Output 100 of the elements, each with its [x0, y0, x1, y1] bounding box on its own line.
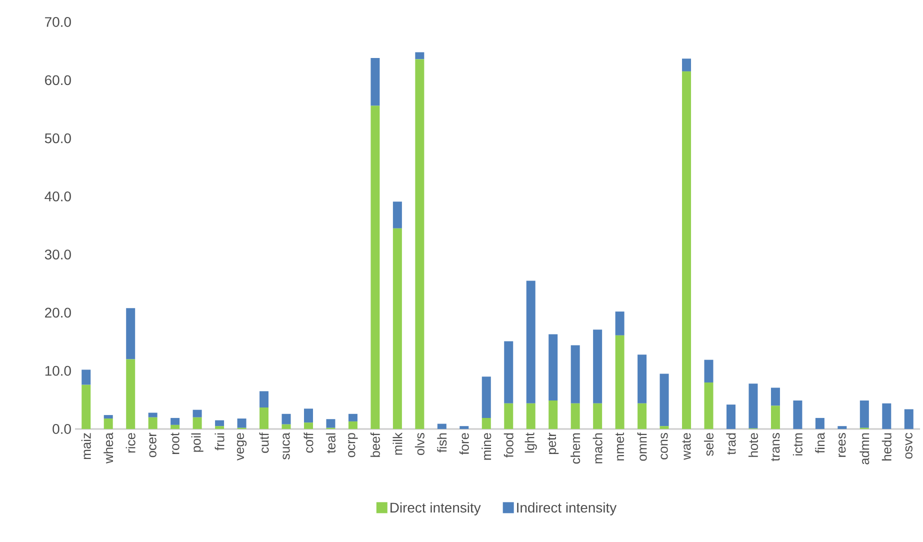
bar: [304, 422, 313, 429]
bar: [370, 58, 380, 106]
x-tick-label: cons: [660, 432, 668, 460]
bar: [104, 415, 113, 419]
bar: [460, 426, 469, 429]
bar: [392, 228, 402, 429]
x-tick-label: hedu: [882, 433, 892, 460]
x-tick-label: chem: [570, 433, 580, 464]
bar: [82, 370, 91, 385]
x-tick-label: coff: [304, 432, 314, 453]
bar: [482, 376, 491, 418]
bar: [170, 424, 180, 429]
y-tick-label: 70.0: [45, 17, 71, 27]
bar: [548, 334, 558, 401]
bar: [415, 59, 424, 429]
bar: [615, 312, 624, 336]
bar: [504, 403, 514, 429]
bar: [570, 403, 580, 429]
x-tick-label: frui: [214, 433, 224, 450]
bar: [282, 424, 291, 429]
bar: [348, 414, 358, 422]
bar: [237, 418, 246, 428]
x-tick-label: petr: [548, 432, 559, 454]
bar: [126, 359, 136, 429]
bar: [526, 403, 536, 429]
bar: [548, 400, 558, 429]
bar: [838, 426, 847, 429]
legend-label: Direct intensity: [390, 502, 481, 516]
bar: [726, 404, 736, 429]
bar: [482, 418, 491, 429]
bar: [638, 354, 647, 404]
bar: [704, 360, 714, 382]
bar: [304, 408, 313, 423]
x-tick-label: milk: [392, 432, 402, 455]
bar: [660, 374, 669, 426]
y-tick-label: 60.0: [45, 75, 71, 86]
bar: [192, 410, 202, 418]
y-tick-label: 30.0: [44, 250, 71, 260]
x-tick-label: mach: [592, 433, 602, 464]
bar: [660, 426, 669, 429]
x-tick-label: fish: [437, 433, 447, 452]
x-tick-label: sele: [704, 433, 714, 456]
bar: [148, 417, 158, 429]
x-tick-label: cutf: [259, 432, 269, 453]
x-tick-label: teal: [326, 433, 336, 454]
x-tick-label: beef: [370, 432, 380, 457]
bar: [570, 345, 580, 404]
bar: [882, 403, 892, 429]
x-tick-label: lght: [524, 432, 537, 453]
bar: [282, 414, 291, 424]
bar: [860, 400, 869, 428]
bar: [815, 418, 824, 429]
bar: [326, 419, 336, 428]
bar: [526, 280, 536, 404]
x-tick-label: root: [170, 432, 180, 454]
x-tick-label: ictm: [792, 433, 802, 456]
x-tick-label: poil: [191, 433, 204, 452]
bar: [770, 406, 780, 429]
x-tick-label: maiz: [81, 433, 91, 460]
bar: [192, 417, 202, 429]
bar: [593, 330, 602, 404]
x-tick-label: ocrp: [348, 433, 358, 458]
bar: [437, 424, 446, 429]
bar: [260, 391, 269, 408]
x-tick-label: rees: [838, 432, 846, 457]
bar: [793, 400, 802, 429]
x-tick-label: fina: [815, 432, 825, 454]
y-tick-label: 0.0: [52, 424, 71, 434]
x-tick-label: food: [504, 433, 514, 458]
bar: [682, 71, 692, 429]
bar: [770, 388, 780, 406]
bar: [170, 418, 180, 425]
x-tick-label: trad: [726, 433, 736, 455]
x-tick-label: wate: [682, 433, 691, 460]
x-tick-label: omnf: [637, 432, 647, 461]
bar: [148, 412, 158, 418]
bar: [593, 403, 602, 429]
bar: [370, 106, 380, 429]
x-tick-label: vege: [236, 433, 247, 461]
bar: [615, 335, 624, 429]
x-tick-label: nmet: [616, 432, 624, 460]
bar: [904, 409, 914, 429]
x-tick-label: mine: [482, 433, 492, 460]
x-tick-label: olvs: [414, 432, 424, 456]
y-tick-label: 20.0: [45, 308, 71, 318]
bar: [392, 202, 402, 228]
y-tick-label: 40.0: [44, 191, 71, 202]
bar: [82, 384, 91, 429]
x-tick-label: ocer: [149, 432, 156, 458]
x-tick-label: fore: [459, 433, 469, 455]
bar: [682, 58, 692, 72]
bar: [704, 382, 714, 429]
x-tick-label: suca: [282, 432, 290, 460]
x-tick-label: admn: [860, 433, 870, 464]
bar: [638, 403, 647, 429]
bar: [215, 420, 224, 426]
legend-label: Indirect intensity: [517, 502, 617, 516]
bar: [504, 341, 514, 404]
y-tick-label: 10.0: [45, 366, 71, 376]
bar: [348, 421, 358, 429]
